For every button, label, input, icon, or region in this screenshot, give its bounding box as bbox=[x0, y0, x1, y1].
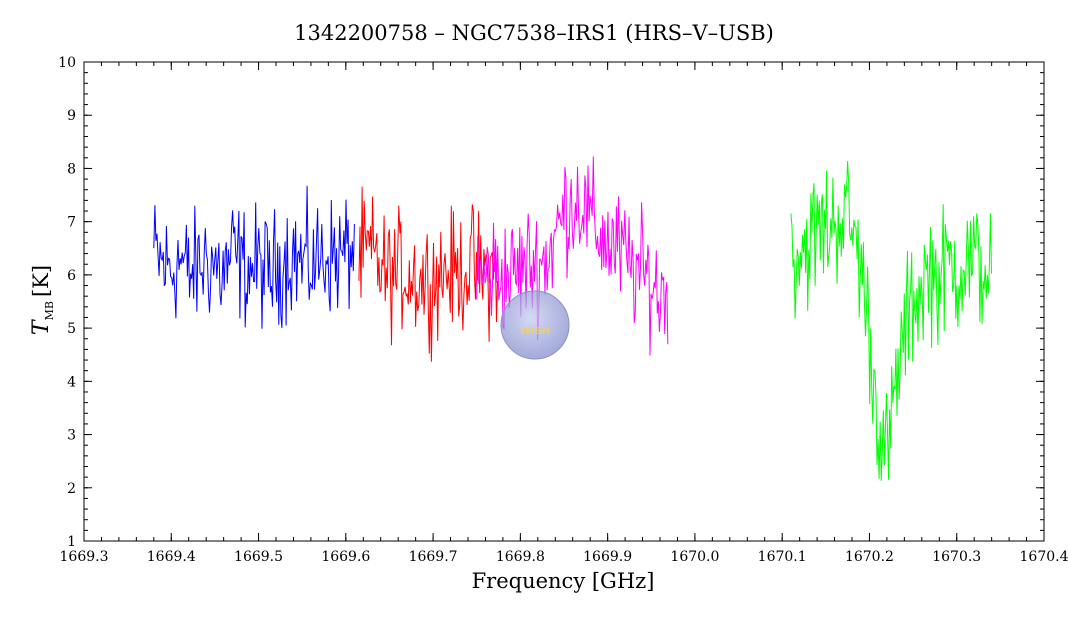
y-tick-label: 3 bbox=[67, 428, 76, 444]
y-tick-label: 7 bbox=[67, 215, 76, 231]
y-tick-label: 1 bbox=[67, 534, 76, 550]
y-tick-label: 10 bbox=[58, 55, 76, 71]
x-tick-label: 1669.7 bbox=[409, 549, 458, 565]
x-tick-label: 1669.8 bbox=[496, 549, 545, 565]
spectrum-series-2 bbox=[358, 186, 498, 362]
x-tick-label: 1670.1 bbox=[758, 549, 807, 565]
y-tick-label: 5 bbox=[67, 321, 76, 337]
x-tick-label: 1669.5 bbox=[234, 549, 283, 565]
x-tick-label: 1669.6 bbox=[321, 549, 370, 565]
x-tick-label: 1669.3 bbox=[60, 549, 109, 565]
watermark-circle bbox=[500, 290, 570, 360]
y-tick-labels: 1 2 3 4 5 6 7 8 9 10 bbox=[58, 55, 76, 550]
y-axis-symbol: T bbox=[29, 318, 54, 335]
y-tick-label: 4 bbox=[67, 374, 76, 390]
y-axis-subscript: MB bbox=[43, 301, 56, 320]
x-tick-label: 1670.0 bbox=[670, 549, 719, 565]
x-tick-label: 1670.4 bbox=[1020, 549, 1068, 565]
y-tick-label: 2 bbox=[67, 481, 76, 497]
series-layer bbox=[153, 156, 992, 481]
watermark-text: WISH bbox=[520, 326, 550, 337]
spectrum-series-3 bbox=[476, 156, 669, 356]
x-tick-label: 1670.2 bbox=[845, 549, 894, 565]
y-tick-label: 9 bbox=[67, 108, 76, 124]
x-tick-label: 1670.3 bbox=[932, 549, 981, 565]
axis-ticks bbox=[83, 61, 1045, 542]
chart-title: 1342200758 – NGC7538–IRS1 (HRS–V–USB) bbox=[294, 21, 774, 45]
y-axis-unit: [K] bbox=[29, 265, 53, 297]
x-tick-label: 1669.4 bbox=[147, 549, 196, 565]
y-tick-label: 6 bbox=[67, 268, 76, 284]
y-tick-label: 8 bbox=[67, 161, 76, 177]
x-tick-label: 1669.9 bbox=[583, 549, 632, 565]
wish-watermark: WISH bbox=[500, 290, 570, 360]
y-axis-label: TMB [K] bbox=[29, 265, 56, 335]
plot-frame bbox=[83, 61, 1045, 542]
spectrum-series-4 bbox=[790, 161, 992, 481]
x-tick-labels: 1669.3 1669.4 1669.5 1669.6 1669.7 1669.8 1669… bbox=[60, 549, 1068, 565]
x-axis-label: Frequency [GHz] bbox=[472, 569, 655, 593]
spectrum-series-1 bbox=[153, 185, 355, 329]
